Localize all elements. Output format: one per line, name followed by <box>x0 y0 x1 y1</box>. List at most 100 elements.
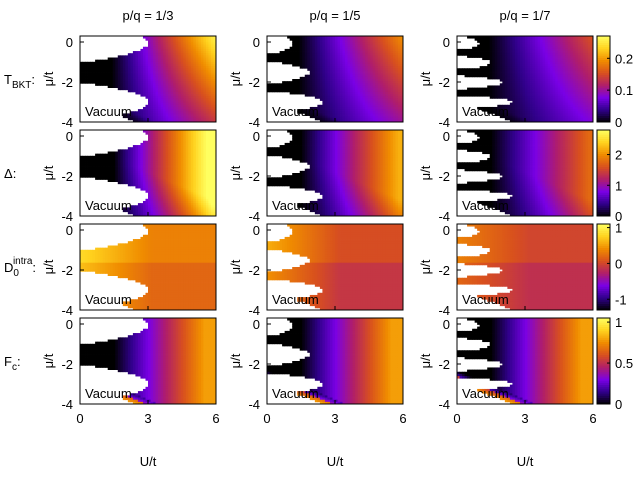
heatmap-cell <box>475 75 478 78</box>
heatmap-cell <box>292 92 295 95</box>
heatmap-cell <box>477 55 480 58</box>
heatmap-cell <box>475 38 478 41</box>
heatmap-cell <box>275 90 278 93</box>
heatmap-cell <box>85 81 88 84</box>
heatmap-cell <box>275 60 278 63</box>
heatmap-cell <box>485 94 488 97</box>
y-tick-label: -2 <box>61 75 73 90</box>
heatmap-cell <box>475 55 478 58</box>
heatmap-cell <box>490 77 493 80</box>
heatmap-cell <box>490 96 493 99</box>
heatmap-cell <box>282 62 285 65</box>
heatmap-cell <box>297 64 300 67</box>
heatmap-cell <box>465 75 468 78</box>
column-title: p/q = 1/5 <box>310 8 361 23</box>
heatmap-cell <box>480 94 483 97</box>
heatmap-cell <box>135 92 138 95</box>
heatmap-cell <box>470 94 473 97</box>
heatmap-cell <box>290 62 293 65</box>
heatmap-cell <box>287 90 290 93</box>
heatmap-cell <box>302 66 305 69</box>
heatmap-cell <box>277 90 280 93</box>
heatmap-cell <box>462 53 465 56</box>
heatmap-cell <box>500 96 503 99</box>
heatmap-cell <box>98 83 101 86</box>
heatmap-cell <box>282 90 285 93</box>
y-tick-label: 0 <box>253 35 260 50</box>
heatmap-cell <box>285 62 288 65</box>
heatmap-cell <box>470 75 473 78</box>
heatmap-cell <box>485 58 488 61</box>
heatmap-cell <box>472 75 475 78</box>
heatmap-cell <box>477 40 480 43</box>
heatmap-cell <box>487 58 490 61</box>
heatmap-cell <box>143 94 146 97</box>
heatmap-cell <box>270 60 273 63</box>
heatmap-cell <box>477 75 480 78</box>
heatmap-cell <box>125 88 128 91</box>
heatmap-cell <box>305 94 308 97</box>
heatmap-cell <box>272 60 275 63</box>
heatmap-cell <box>295 92 298 95</box>
heatmap-cell <box>133 90 136 93</box>
heatmap-cell <box>465 53 468 56</box>
heatmap-cell <box>280 90 283 93</box>
heatmap-cell <box>310 94 313 97</box>
heatmap-cell <box>497 77 500 80</box>
heatmap-cell <box>315 96 318 99</box>
heatmap-cell <box>300 66 303 69</box>
heatmap-cell <box>88 81 91 84</box>
heatmap-cell <box>320 98 323 101</box>
heatmap-cell <box>317 96 320 99</box>
vacuum-annotation: Vacuum <box>85 104 132 119</box>
heatmap-cell <box>280 60 283 63</box>
heatmap-cell <box>105 83 108 86</box>
heatmap-cell <box>295 64 298 67</box>
y-tick-label: -4 <box>248 115 260 130</box>
y-tick-label: -4 <box>61 115 73 130</box>
heatmap-cell <box>302 92 305 95</box>
heatmap-cell <box>462 94 465 97</box>
heatmap-cell <box>95 83 98 86</box>
heatmap-cell <box>145 96 148 99</box>
heatmap-cell <box>467 55 470 58</box>
heatmap-cell <box>470 55 473 58</box>
column-title: p/q = 1/7 <box>500 8 551 23</box>
heatmap-cell <box>472 55 475 58</box>
heatmap-cell <box>145 38 148 41</box>
heatmap-cell <box>485 75 488 78</box>
heatmap-cell <box>462 73 465 76</box>
heatmap-cell <box>482 58 485 61</box>
heatmap-cell <box>118 88 121 91</box>
heatmap-cell <box>120 88 123 91</box>
heatmap-cell <box>140 94 143 97</box>
column-title: p/q = 1/3 <box>123 8 174 23</box>
heatmap-cell <box>90 81 93 84</box>
heatmap-cell <box>100 83 103 86</box>
y-tick-label: -2 <box>248 75 260 90</box>
heatmap-cell <box>307 68 310 71</box>
heatmap-cell <box>487 77 490 80</box>
heatmap-cell <box>108 85 111 88</box>
heatmap-cell <box>482 94 485 97</box>
heatmap-cell <box>110 85 113 88</box>
heatmap-cell <box>460 94 463 97</box>
heatmap-cell <box>128 90 131 93</box>
heatmap-cell <box>487 94 490 97</box>
heatmap-cell <box>500 79 503 82</box>
heatmap-cell <box>505 96 508 99</box>
heatmap-cell <box>113 85 116 88</box>
heatmap-cell <box>480 75 483 78</box>
heatmap-cell <box>103 83 106 86</box>
heatmap-cell <box>492 96 495 99</box>
heatmap-cell <box>495 77 498 80</box>
heatmap-cell <box>307 94 310 97</box>
heatmap-cell <box>492 77 495 80</box>
heatmap-cell <box>285 90 288 93</box>
heatmap-cell <box>465 94 468 97</box>
heatmap-cell <box>93 81 96 84</box>
